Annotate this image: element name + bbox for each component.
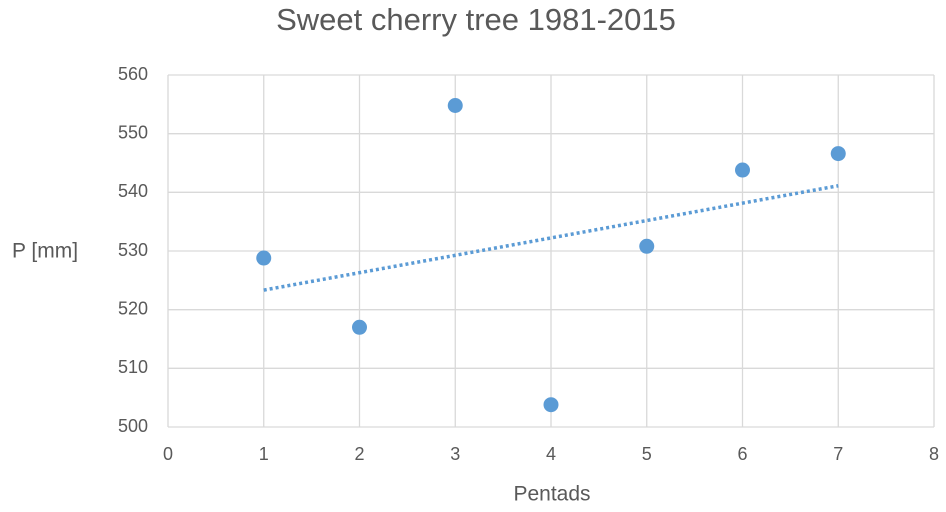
x-axis-label: Pentads xyxy=(513,483,590,506)
y-tick-label: 550 xyxy=(118,122,148,142)
y-tick-label: 540 xyxy=(118,181,148,201)
x-tick-label: 6 xyxy=(737,444,747,464)
point xyxy=(639,238,655,254)
chart-title: Sweet cherry tree 1981-2015 xyxy=(276,2,676,37)
y-tick-label: 510 xyxy=(118,357,148,377)
trend-line xyxy=(263,184,839,292)
x-tick-label: 8 xyxy=(929,444,939,464)
x-tick-label: 4 xyxy=(546,444,556,464)
y-axis-label: P [mm] xyxy=(12,240,78,263)
y-tick-label: 520 xyxy=(118,298,148,318)
x-tick-label: 2 xyxy=(354,444,364,464)
x-tick-label: 3 xyxy=(450,444,460,464)
x-tick-label: 0 xyxy=(163,444,173,464)
point xyxy=(543,397,559,413)
point xyxy=(735,162,750,178)
x-tick-label: 7 xyxy=(833,444,843,464)
y-tick-label: 560 xyxy=(118,64,148,84)
x-tick-label: 5 xyxy=(642,444,652,464)
point xyxy=(352,319,367,335)
y-tick-label: 500 xyxy=(118,416,148,436)
point xyxy=(256,250,272,266)
x-tick-label: 1 xyxy=(259,444,269,464)
point xyxy=(447,98,463,114)
point xyxy=(830,146,846,162)
y-tick-label: 530 xyxy=(118,240,148,260)
